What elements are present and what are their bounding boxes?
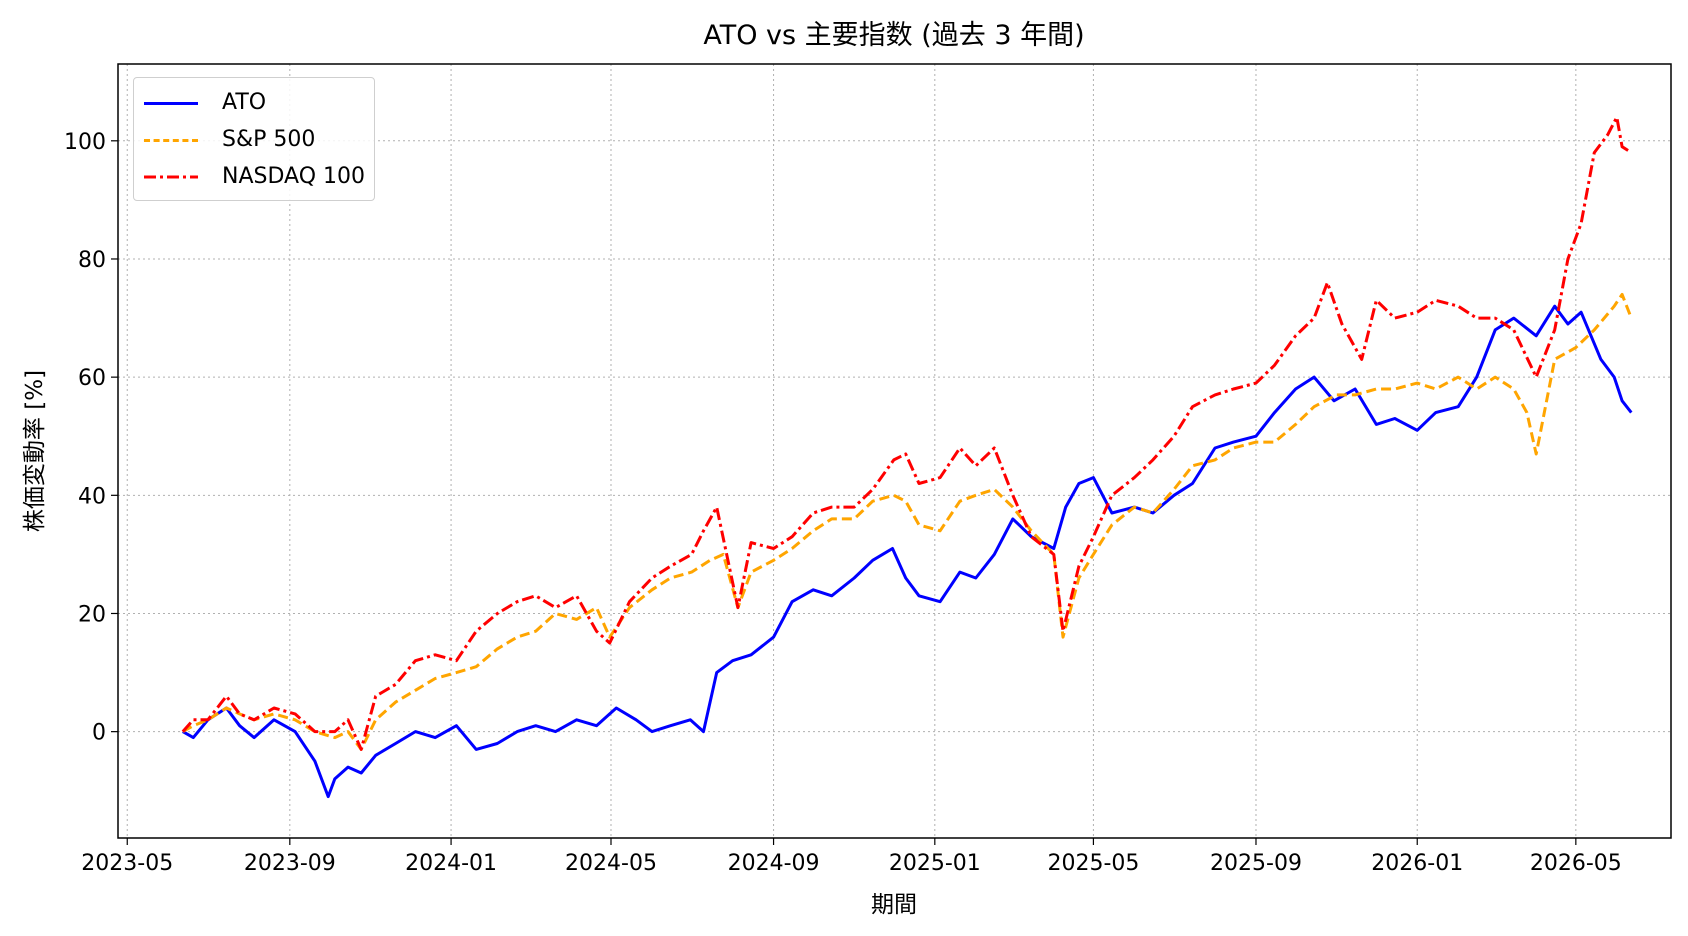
series-line-s-p-500: [182, 292, 1633, 751]
legend-item-ato: ATO: [134, 88, 374, 118]
legend: ATO S&P 500 NASDAQ 100: [133, 77, 375, 201]
x-tick-label: 2026-01: [1371, 851, 1463, 876]
legend-label-nasdaq100: NASDAQ 100: [222, 164, 365, 189]
legend-swatch-sp500: [144, 139, 198, 142]
y-axis-label: 株価変動率 [%]: [22, 370, 48, 532]
y-tick-label: 60: [78, 366, 106, 391]
y-tick-label: 40: [78, 484, 106, 509]
x-tick-label: 2023-05: [81, 851, 173, 876]
y-axis-ticks: 0 20 40 60 80 100: [64, 130, 118, 746]
series-lines: [181, 115, 1633, 799]
x-axis-ticks: 2023-05 2023-09 2024-01 2024-05 2024-09 2025-…: [81, 838, 1622, 876]
series-line-ato: [182, 304, 1633, 799]
y-tick-label: 0: [92, 721, 106, 746]
legend-item-sp500: S&P 500: [134, 125, 374, 155]
x-tick-label: 2025-09: [1210, 851, 1302, 876]
legend-item-nasdaq100: NASDAQ 100: [134, 162, 374, 192]
y-tick-label: 80: [78, 248, 106, 273]
plot-frame: [117, 63, 1672, 839]
chart-title: ATO vs 主要指数 (過去 3 年間): [703, 20, 1084, 51]
x-tick-label: 2026-05: [1530, 851, 1622, 876]
grid: [118, 64, 1671, 838]
legend-label-sp500: S&P 500: [222, 127, 316, 152]
x-tick-label: 2025-05: [1047, 851, 1139, 876]
x-axis-label: 期間: [871, 892, 917, 918]
legend-label-ato: ATO: [222, 90, 267, 115]
x-tick-label: 2024-05: [565, 851, 657, 876]
x-tick-label: 2025-01: [889, 851, 981, 876]
y-tick-label: 100: [64, 130, 106, 155]
legend-swatch-ato: [144, 102, 198, 105]
series-line-nasdaq-100: [181, 115, 1633, 751]
x-tick-label: 2024-01: [405, 851, 497, 876]
y-tick-label: 20: [78, 602, 106, 627]
x-tick-label: 2024-09: [728, 851, 820, 876]
x-tick-label: 2023-09: [244, 851, 336, 876]
legend-swatch-nasdaq100: [144, 175, 198, 179]
